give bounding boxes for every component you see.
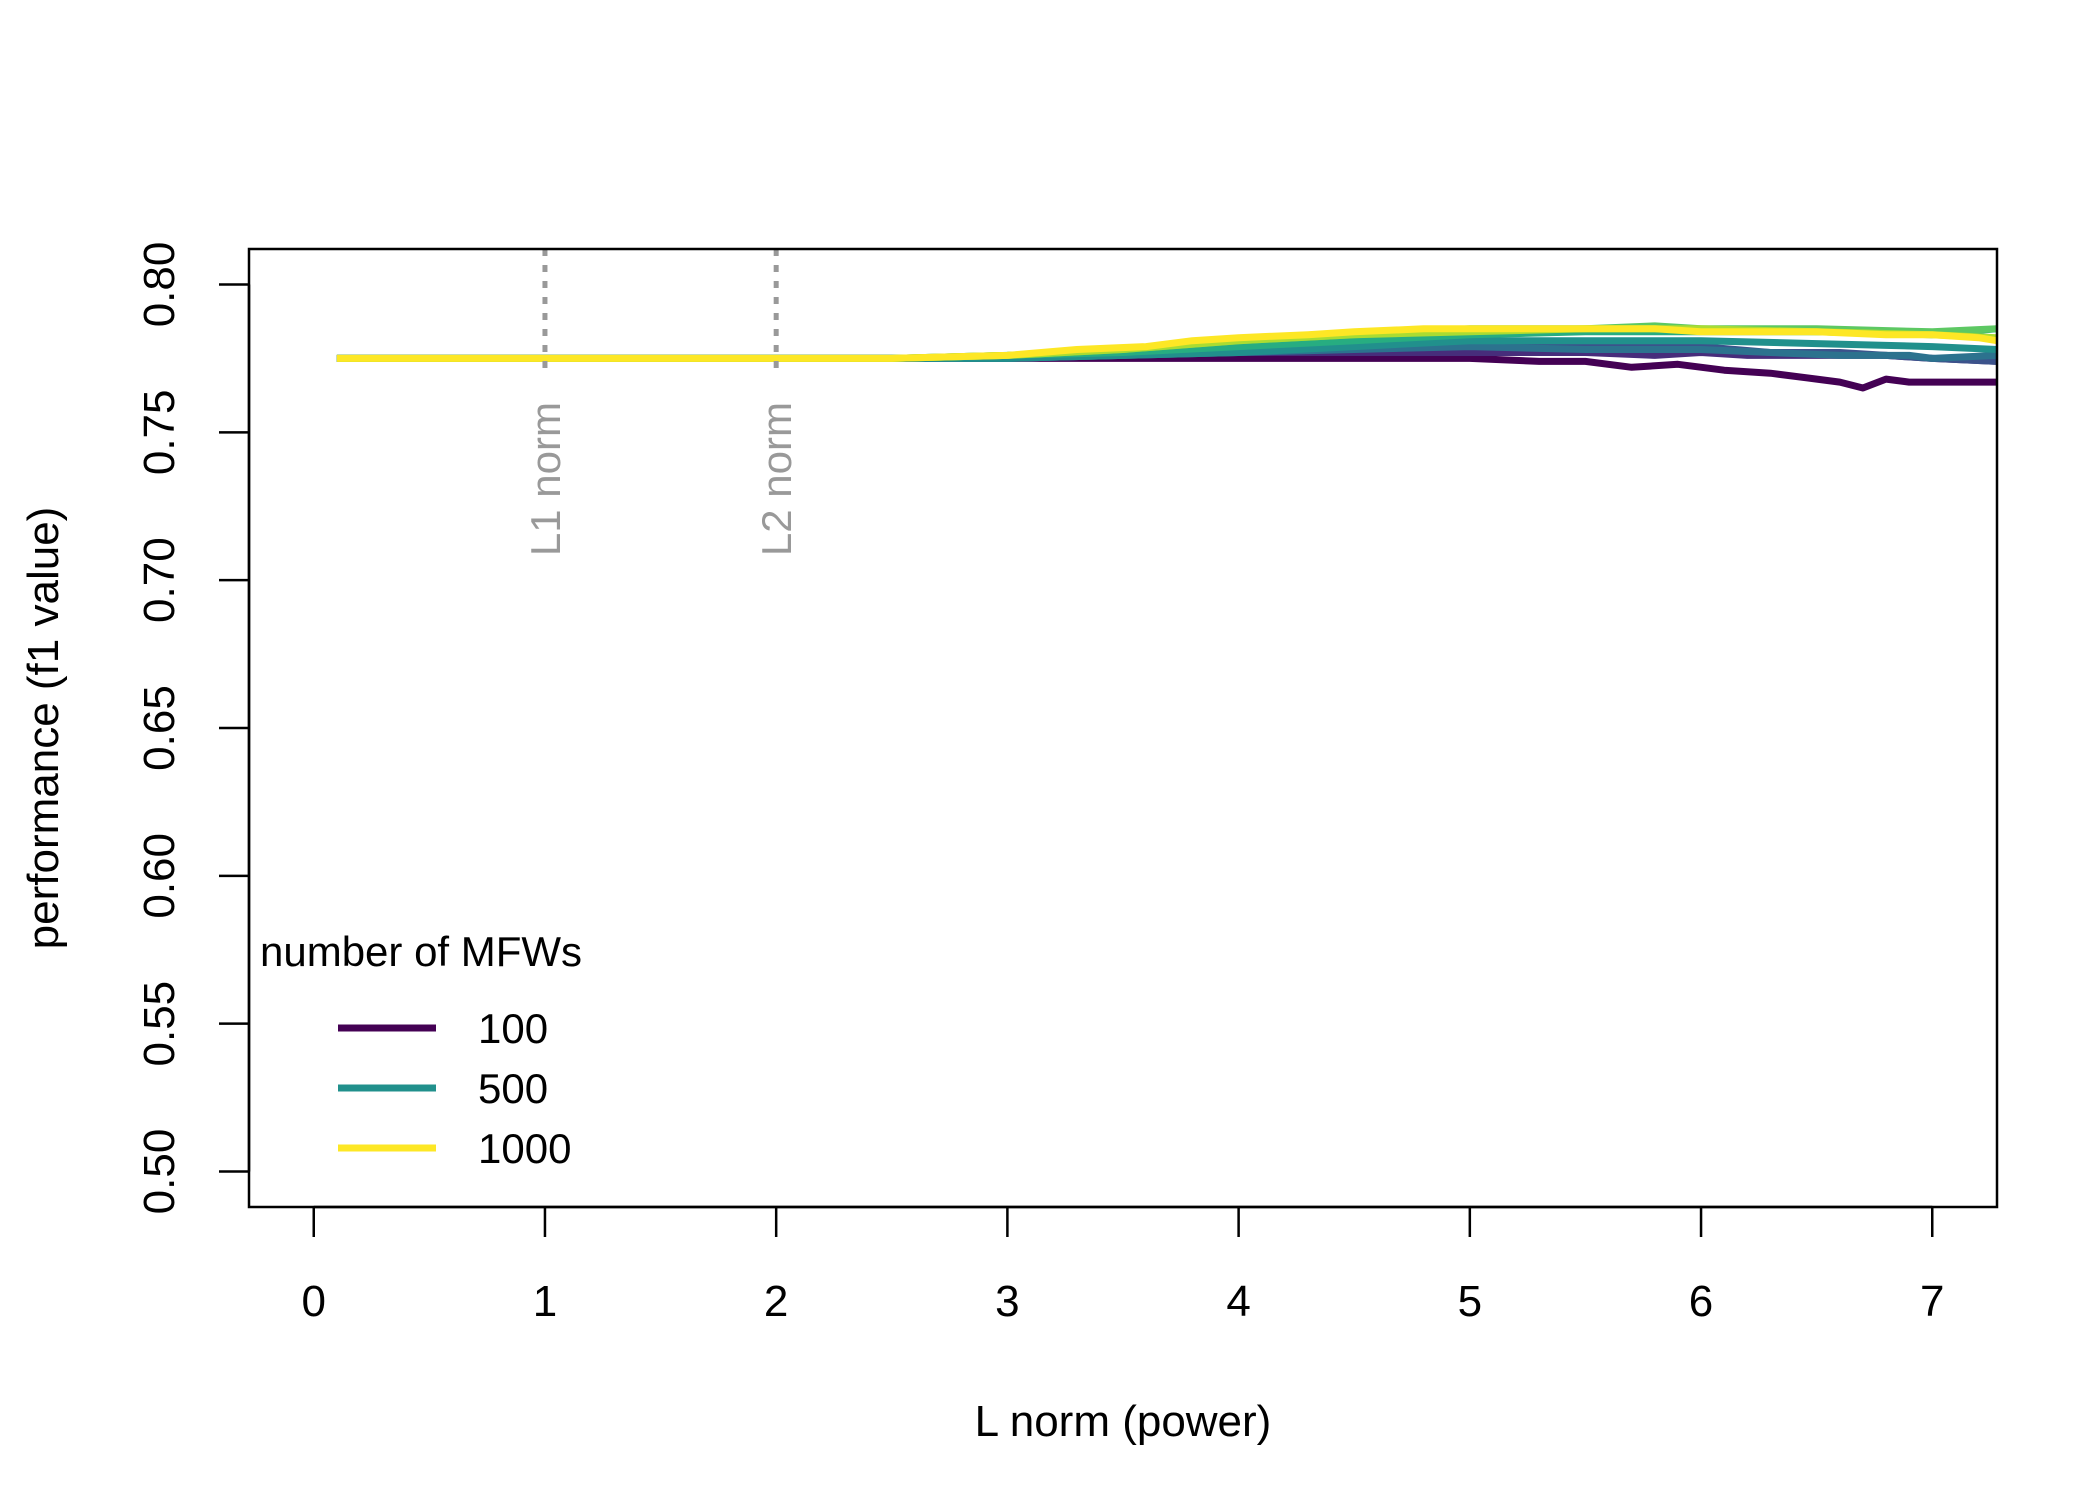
legend-entry: 100 bbox=[338, 1005, 548, 1052]
x-axis: 0 1 2 3 4 5 6 7 bbox=[301, 1205, 1945, 1326]
x-tick-label: 4 bbox=[1226, 1277, 1250, 1326]
legend-title: number of MFWs bbox=[260, 928, 582, 975]
x-tick-label: 6 bbox=[1689, 1277, 1713, 1326]
series-line-1 bbox=[336, 354, 1997, 392]
x-tick-label: 5 bbox=[1458, 1277, 1482, 1326]
series-line-9 bbox=[336, 325, 1998, 362]
reference-lines: L1 norm L2 norm bbox=[522, 249, 800, 556]
legend-entry: 1000 bbox=[338, 1125, 571, 1172]
legend-label: 500 bbox=[478, 1065, 548, 1112]
x-tick-label: 1 bbox=[533, 1277, 557, 1326]
legend: 100 500 1000 bbox=[338, 1005, 571, 1172]
legend-entry: 500 bbox=[338, 1065, 548, 1112]
plot-frame bbox=[247, 247, 1999, 1209]
legend-label: 1000 bbox=[478, 1125, 571, 1172]
reference-label-1: L1 norm bbox=[522, 402, 569, 556]
y-tick-label: 0.80 bbox=[135, 242, 184, 328]
x-tick-label: 0 bbox=[301, 1277, 325, 1326]
y-tick-label: 0.60 bbox=[135, 833, 184, 919]
y-tick-label: 0.75 bbox=[135, 390, 184, 476]
y-tick-label: 0.55 bbox=[135, 981, 184, 1067]
x-tick-label: 2 bbox=[764, 1277, 788, 1326]
x-tick-label: 7 bbox=[1920, 1277, 1944, 1326]
reference-label-2: L2 norm bbox=[753, 402, 800, 556]
x-tick-label: 3 bbox=[995, 1277, 1019, 1326]
x-axis-label: L norm (power) bbox=[975, 1397, 1272, 1446]
y-axis-label: performance (f1 value) bbox=[19, 507, 68, 950]
y-tick-label: 0.70 bbox=[135, 537, 184, 623]
y-axis: 0.50 0.55 0.60 0.65 0.70 0.75 0.80 bbox=[135, 242, 251, 1215]
y-tick-label: 0.65 bbox=[135, 685, 184, 771]
series-lines bbox=[336, 322, 1998, 392]
y-tick-label: 0.50 bbox=[135, 1129, 184, 1215]
legend-label: 100 bbox=[478, 1005, 548, 1052]
